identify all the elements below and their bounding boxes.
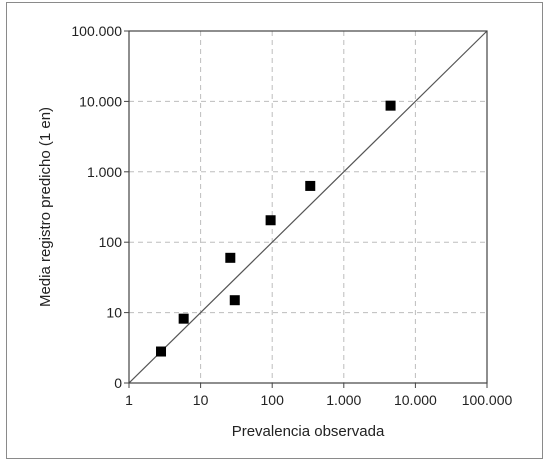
data-point: [225, 252, 236, 263]
data-point: [265, 215, 276, 226]
x-tick-label: 10.000: [394, 392, 437, 408]
data-point: [178, 313, 189, 324]
x-tick-label: 1.000: [326, 392, 361, 408]
y-tick-label: 1.000: [87, 164, 122, 180]
y-tick-label: 10.000: [79, 93, 122, 109]
data-point: [156, 346, 167, 357]
x-tick-label: 100: [261, 392, 285, 408]
data-points: [156, 100, 396, 357]
data-point: [305, 180, 316, 191]
y-tick-label: 100.000: [71, 23, 122, 39]
grid: [129, 31, 487, 383]
x-axis-label: Prevalencia observada: [232, 423, 385, 440]
y-tick-label: 10: [106, 305, 122, 321]
reference-line: [128, 30, 488, 384]
x-axis-ticks: 1 10 100 1.000 10.000 100.000: [125, 383, 513, 408]
x-tick-label: 1: [125, 392, 133, 408]
y-axis-label: Media registro predicho (1 en): [37, 107, 54, 307]
y-axis-ticks: 0 10 100 1.000 10.000 100.000: [71, 23, 129, 391]
y-tick-label: 100: [99, 234, 123, 250]
y-tick-label: 0: [114, 375, 122, 391]
data-point: [229, 295, 240, 306]
x-tick-label: 10: [193, 392, 209, 408]
plot-area: [128, 30, 488, 384]
x-tick-label: 100.000: [462, 392, 513, 408]
data-point: [385, 100, 396, 111]
